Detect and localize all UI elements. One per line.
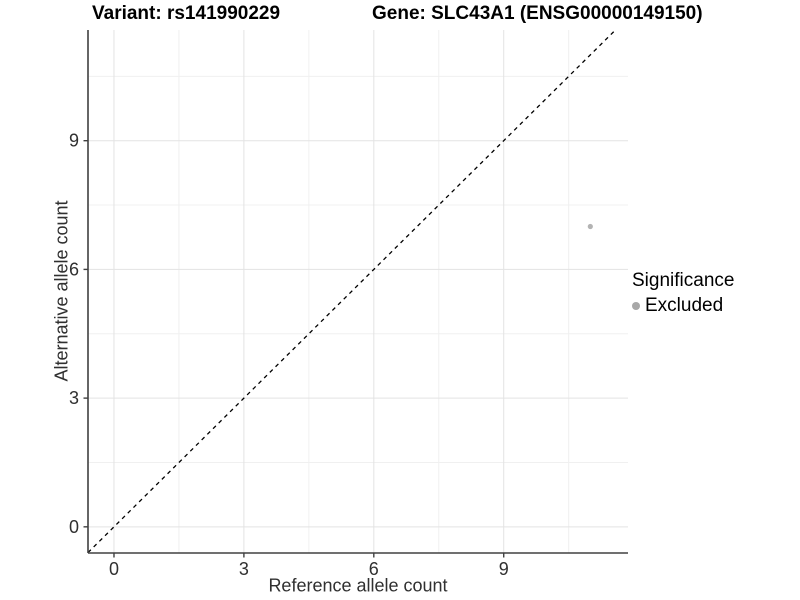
x-tick-label: 9 <box>499 559 509 579</box>
variant-title: Variant: rs141990229 <box>92 3 281 24</box>
legend-entry: Excluded <box>632 295 734 317</box>
legend-title: Significance <box>632 270 735 291</box>
x-tick-label: 3 <box>239 559 249 579</box>
y-tick-label: 9 <box>69 131 79 151</box>
data-point <box>587 223 593 230</box>
legend: Significance Excluded <box>632 270 734 317</box>
y-tick-label: 0 <box>69 517 79 537</box>
y-tick-label: 6 <box>69 259 79 279</box>
legend-point-icon <box>632 302 640 310</box>
y-tick-label: 3 <box>69 388 79 408</box>
legend-entry-label: Excluded <box>645 295 724 316</box>
identity-dashed-line <box>87 29 616 554</box>
gene-title: Gene: SLC43A1 (ENSG00000149150) <box>372 3 703 24</box>
x-tick-label: 0 <box>109 559 119 579</box>
x-tick-label: 6 <box>369 559 379 579</box>
y-axis-label: Alternative allele count <box>51 200 72 382</box>
x-axis-label: Reference allele count <box>268 575 448 596</box>
